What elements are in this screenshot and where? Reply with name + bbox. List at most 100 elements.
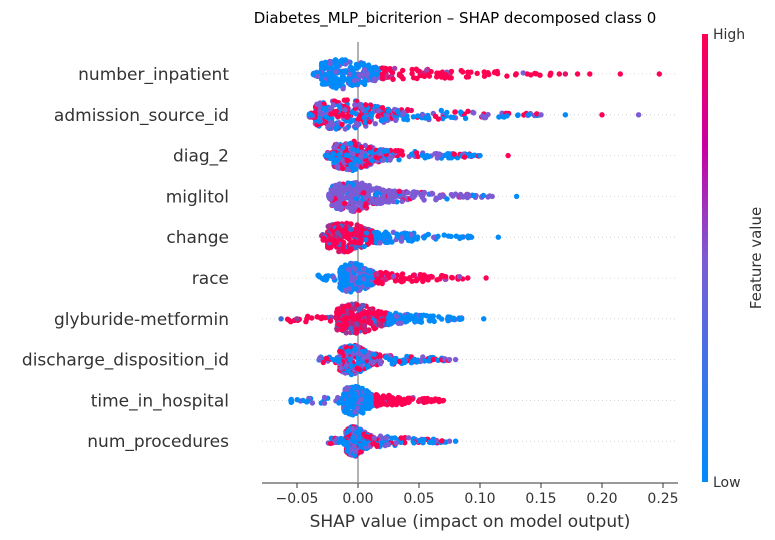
shap-point: [457, 235, 463, 241]
shap-point: [440, 192, 446, 199]
shap-point: [409, 151, 415, 157]
shap-point: [344, 386, 350, 393]
shap-point: [356, 434, 363, 440]
shap-point: [328, 111, 334, 117]
shap-point: [371, 351, 377, 358]
shap-point: [418, 316, 424, 322]
shap-point: [444, 196, 450, 202]
feature-label: glyburide-metformin: [54, 310, 229, 330]
shap-point: [322, 59, 329, 65]
shap-point: [556, 71, 562, 77]
shap-point: [373, 278, 380, 285]
shap-point: [479, 113, 486, 119]
shap-point: [278, 316, 284, 322]
shap-point: [429, 274, 435, 280]
shap-point: [504, 113, 510, 119]
shap-point: [364, 354, 371, 360]
shap-point: [528, 72, 534, 78]
shap-point: [372, 310, 378, 316]
shap-point: [321, 394, 328, 401]
shap-point: [362, 440, 369, 447]
shap-point: [337, 104, 343, 110]
shap-point: [390, 273, 397, 280]
shap-point: [562, 112, 569, 118]
shap-point: [513, 71, 519, 77]
shap-point: [321, 235, 327, 241]
shap-point: [364, 71, 371, 77]
shap-point: [534, 111, 540, 117]
shap-point: [458, 109, 464, 115]
shap-point: [345, 113, 351, 119]
shap-point: [393, 397, 400, 403]
feature-points: [310, 57, 662, 92]
shap-point: [461, 154, 468, 160]
colorbar-low-label: Low: [713, 475, 741, 491]
shap-point: [322, 315, 328, 321]
x-axis-label: SHAP value (impact on model output): [310, 512, 631, 532]
shap-point: [369, 150, 375, 156]
shap-point: [317, 103, 323, 109]
shap-point: [368, 238, 374, 245]
shap-point: [481, 316, 487, 322]
feature-points: [315, 260, 489, 295]
shap-point: [340, 157, 346, 164]
shap-point: [442, 152, 448, 158]
shap-point: [355, 354, 361, 361]
shap-point: [354, 148, 361, 154]
shap-point: [428, 68, 434, 75]
shap-point: [434, 277, 440, 283]
shap-point: [379, 317, 386, 323]
shap-point: [288, 397, 294, 404]
shap-point: [389, 435, 395, 441]
shap-point: [390, 76, 396, 82]
shap-point: [425, 358, 432, 364]
shap-point: [353, 394, 359, 400]
x-tick-label: 0.25: [647, 491, 678, 507]
shap-point: [387, 157, 393, 163]
shap-point: [348, 161, 354, 168]
shap-point: [548, 70, 554, 76]
shap-point: [361, 243, 367, 250]
shap-point: [333, 69, 339, 75]
shap-point: [463, 74, 470, 80]
shap-point: [452, 109, 458, 115]
shap-point: [386, 398, 393, 404]
shap-point: [343, 281, 350, 288]
shap-point: [353, 232, 360, 238]
shap-point: [362, 102, 369, 108]
shap-point: [330, 150, 336, 156]
shap-point: [422, 233, 429, 239]
shap-point: [360, 410, 366, 416]
shap-point: [599, 112, 605, 118]
shap-point: [409, 66, 415, 73]
shap-point: [347, 71, 353, 77]
shap-point: [363, 327, 369, 333]
shap-point: [367, 145, 373, 151]
shap-point: [421, 189, 427, 196]
shap-point: [450, 316, 456, 323]
shap-point: [450, 114, 456, 121]
shap-point: [335, 230, 341, 236]
shap-point: [309, 400, 316, 406]
shap-point: [357, 201, 363, 207]
shap-point: [384, 148, 390, 154]
shap-point: [343, 68, 349, 74]
shap-point: [356, 158, 362, 165]
chart-title: Diabetes_MLP_bicriterion – SHAP decompos…: [254, 9, 657, 28]
shap-point: [574, 71, 581, 77]
row-guides: [262, 73, 678, 442]
shap-point: [375, 113, 381, 119]
shap-point: [304, 316, 310, 322]
shap-point: [433, 150, 440, 157]
shap-point: [374, 71, 380, 78]
shap-point: [402, 440, 408, 446]
shap-point: [376, 321, 383, 327]
shap-point: [354, 429, 360, 436]
shap-point: [412, 318, 418, 324]
shap-point: [409, 278, 415, 284]
shap-point: [390, 198, 397, 205]
shap-point: [562, 71, 569, 77]
shap-point: [334, 141, 340, 147]
shap-point: [348, 325, 354, 331]
shap-point: [353, 196, 359, 202]
